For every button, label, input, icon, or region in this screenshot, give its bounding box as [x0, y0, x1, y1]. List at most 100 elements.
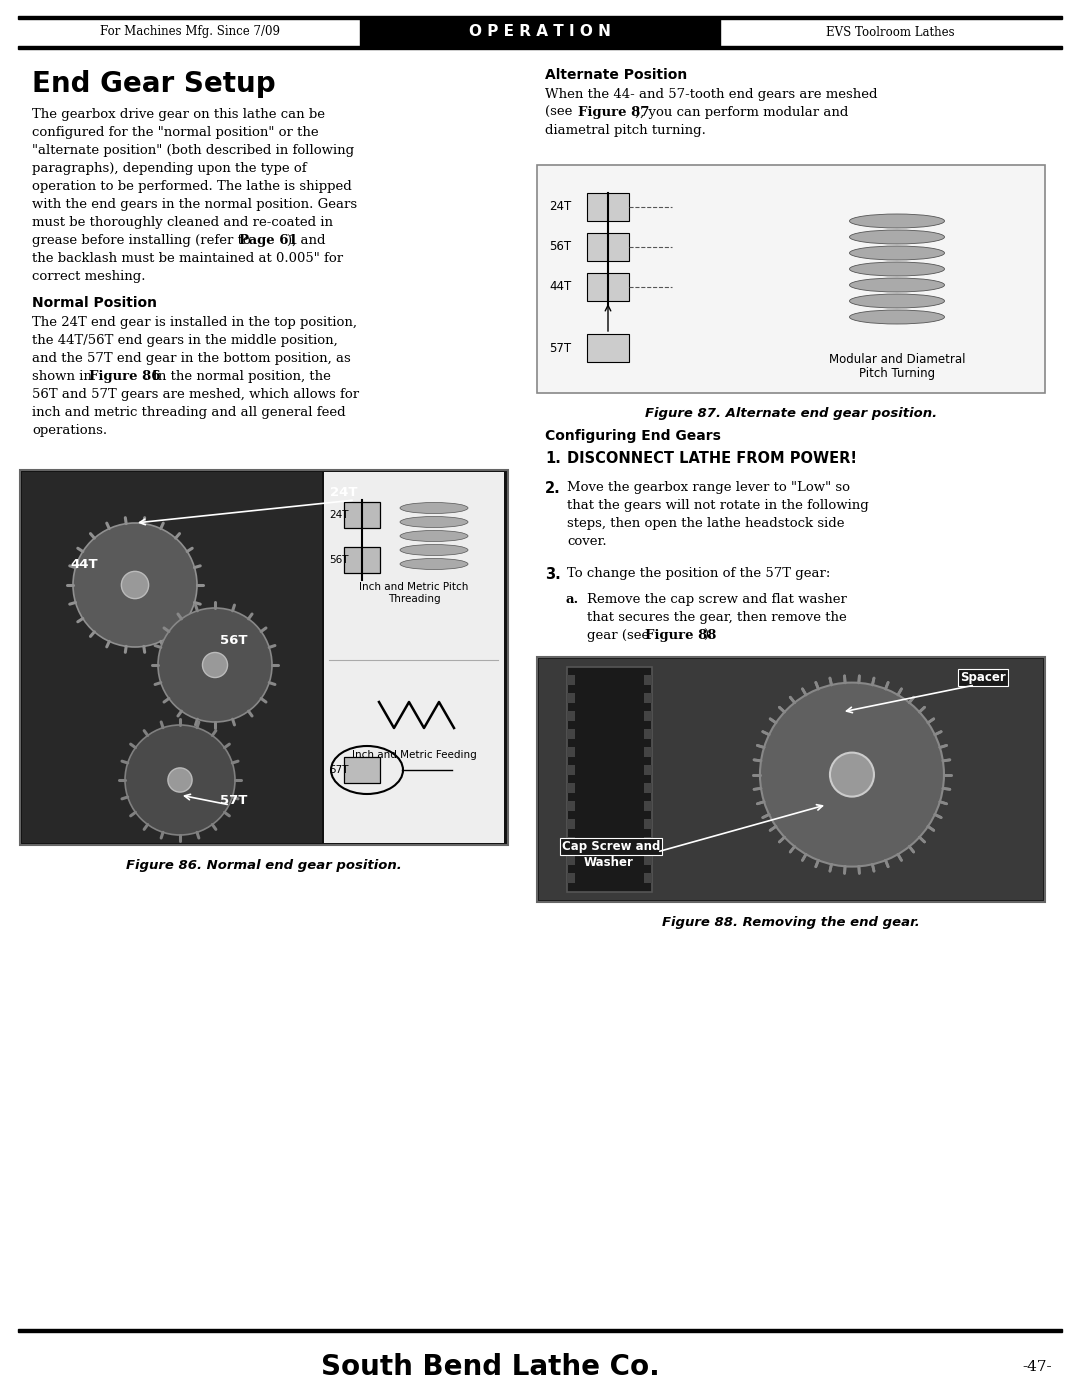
Bar	[567, 873, 575, 883]
Bar	[537, 165, 1045, 393]
Text: Figure 86. Normal end gear position.: Figure 86. Normal end gear position.	[126, 859, 402, 872]
Text: 57T: 57T	[329, 766, 349, 775]
Text: Remove the cap screw and flat washer: Remove the cap screw and flat washer	[588, 592, 847, 606]
Text: Figure 87. Alternate end gear position.: Figure 87. Alternate end gear position.	[645, 407, 937, 420]
Text: End Gear Setup: End Gear Setup	[32, 70, 275, 98]
Bar	[21, 469, 508, 845]
Text: a.: a.	[565, 592, 578, 606]
Text: 56T: 56T	[329, 555, 349, 564]
Text: must be thoroughly cleaned and re-coated in: must be thoroughly cleaned and re-coated…	[32, 217, 333, 229]
Text: Figure 88. Removing the end gear.: Figure 88. Removing the end gear.	[662, 916, 920, 929]
Text: and the 57T end gear in the bottom position, as: and the 57T end gear in the bottom posit…	[32, 352, 351, 365]
Bar	[567, 729, 575, 739]
Ellipse shape	[850, 246, 945, 260]
Text: Figure 88: Figure 88	[645, 629, 716, 643]
Ellipse shape	[850, 263, 945, 277]
Bar	[644, 819, 652, 828]
Text: operations.: operations.	[32, 425, 107, 437]
Bar	[644, 711, 652, 721]
Text: that the gears will not rotate in the following: that the gears will not rotate in the fo…	[567, 499, 868, 511]
Circle shape	[829, 753, 874, 796]
Text: 56T: 56T	[549, 240, 571, 253]
Text: Alternate Position: Alternate Position	[545, 68, 687, 82]
Bar	[539, 659, 1043, 900]
Text: inch and metric threading and all general feed: inch and metric threading and all genera…	[32, 407, 346, 419]
Text: 56T and 57T gears are meshed, which allows for: 56T and 57T gears are meshed, which allo…	[32, 388, 360, 401]
Bar	[644, 747, 652, 757]
Text: Normal Position: Normal Position	[32, 296, 157, 310]
Text: South Bend Lathe Co.: South Bend Lathe Co.	[321, 1354, 660, 1382]
Text: 57T: 57T	[220, 793, 247, 806]
Text: Threading: Threading	[388, 594, 441, 604]
Ellipse shape	[850, 310, 945, 324]
Bar	[18, 15, 1062, 18]
Text: ), you can perform modular and: ), you can perform modular and	[635, 106, 849, 119]
Text: EVS Toolroom Lathes: EVS Toolroom Lathes	[826, 25, 955, 39]
Bar	[567, 666, 652, 893]
Text: The 24T end gear is installed in the top position,: The 24T end gear is installed in the top…	[32, 316, 357, 330]
Text: gear (see: gear (see	[588, 629, 653, 643]
Text: ), and: ), and	[287, 235, 325, 247]
Circle shape	[202, 652, 228, 678]
Bar	[567, 837, 575, 847]
Text: For Machines Mfg. Since 7/09: For Machines Mfg. Since 7/09	[100, 25, 280, 39]
Ellipse shape	[850, 293, 945, 307]
Text: with the end gears in the normal position. Gears: with the end gears in the normal positio…	[32, 198, 357, 211]
Bar	[567, 711, 575, 721]
Bar	[345, 502, 380, 528]
Text: (see: (see	[545, 106, 577, 119]
Bar	[644, 855, 652, 865]
Text: shown in: shown in	[32, 370, 96, 383]
Ellipse shape	[400, 517, 468, 528]
Text: The gearbox drive gear on this lathe can be: The gearbox drive gear on this lathe can…	[32, 108, 325, 122]
Text: Cap Screw and: Cap Screw and	[562, 840, 660, 854]
Text: correct meshing.: correct meshing.	[32, 270, 146, 284]
Text: Spacer: Spacer	[960, 671, 1005, 685]
Bar	[567, 747, 575, 757]
Text: cover.: cover.	[567, 535, 607, 548]
Text: 3.: 3.	[545, 567, 561, 583]
Text: Modular and Diametral: Modular and Diametral	[828, 353, 966, 366]
Bar	[567, 819, 575, 828]
Bar	[567, 782, 575, 793]
Bar	[345, 757, 380, 782]
Text: ).: ).	[703, 629, 713, 643]
Bar	[360, 18, 720, 46]
Text: paragraphs), depending upon the type of: paragraphs), depending upon the type of	[32, 162, 307, 175]
Text: that secures the gear, then remove the: that secures the gear, then remove the	[588, 610, 847, 624]
Bar	[644, 675, 652, 685]
Bar	[567, 855, 575, 865]
Bar	[345, 548, 380, 573]
Text: 57T: 57T	[549, 341, 571, 355]
Text: O P E R A T I O N: O P E R A T I O N	[469, 25, 611, 39]
Bar	[567, 693, 575, 703]
Text: Inch and Metric Pitch: Inch and Metric Pitch	[360, 583, 469, 592]
Bar	[644, 800, 652, 812]
Text: 24T: 24T	[549, 201, 571, 214]
Text: Figure 86: Figure 86	[89, 370, 161, 383]
Text: 24T: 24T	[329, 510, 349, 520]
Text: the backlash must be maintained at 0.005" for: the backlash must be maintained at 0.005…	[32, 251, 343, 265]
Bar	[644, 766, 652, 775]
Bar	[644, 693, 652, 703]
Text: -47-: -47-	[1023, 1361, 1052, 1375]
Text: Figure 87: Figure 87	[578, 106, 649, 119]
Ellipse shape	[850, 214, 945, 228]
Text: the 44T/56T end gears in the middle position,: the 44T/56T end gears in the middle posi…	[32, 334, 338, 346]
Ellipse shape	[850, 231, 945, 244]
Text: 1.: 1.	[545, 451, 561, 467]
Ellipse shape	[400, 503, 468, 514]
Circle shape	[125, 725, 235, 835]
Text: 2.: 2.	[545, 481, 561, 496]
Text: Pitch Turning: Pitch Turning	[859, 367, 935, 380]
Ellipse shape	[400, 559, 468, 570]
Text: 44T: 44T	[549, 281, 571, 293]
Bar	[567, 800, 575, 812]
Bar	[644, 873, 652, 883]
Bar	[18, 1329, 1062, 1331]
Bar	[588, 272, 629, 300]
Text: DISCONNECT LATHE FROM POWER!: DISCONNECT LATHE FROM POWER!	[567, 451, 858, 467]
Bar	[644, 837, 652, 847]
Text: configured for the "normal position" or the: configured for the "normal position" or …	[32, 126, 319, 138]
Circle shape	[121, 571, 149, 599]
